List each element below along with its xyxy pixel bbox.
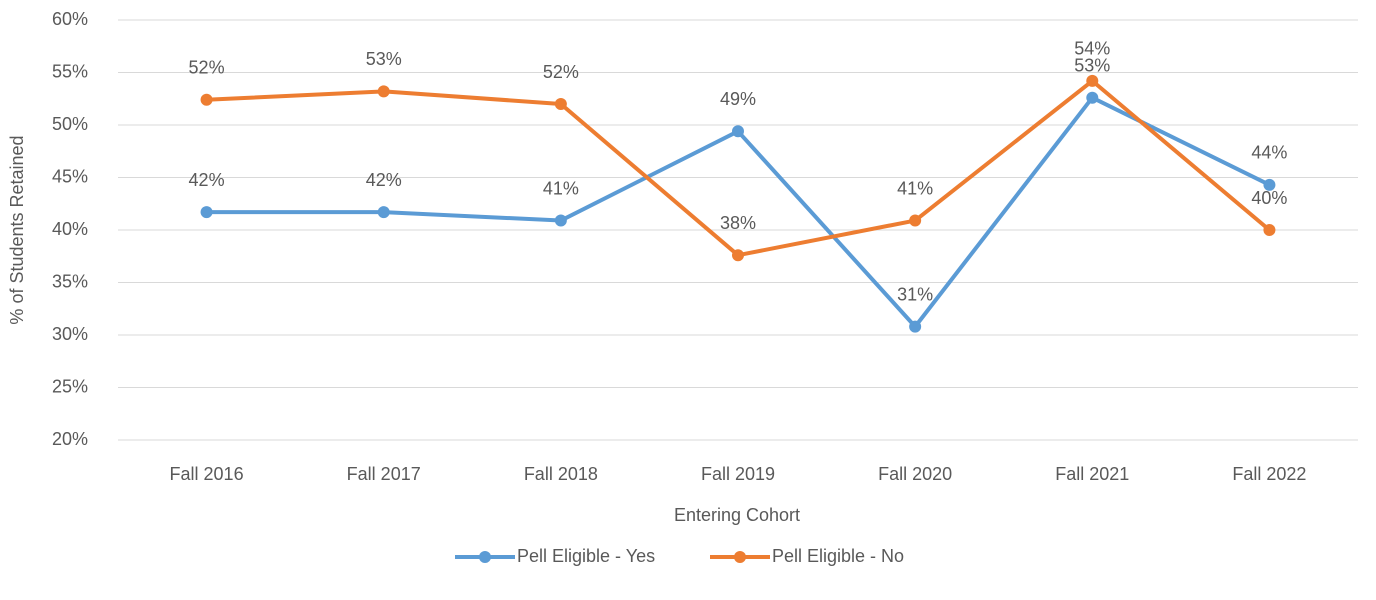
x-axis-label: Entering Cohort — [674, 505, 800, 525]
y-tick-label: 25% — [52, 376, 88, 396]
legend-label: Pell Eligible - No — [772, 546, 904, 566]
y-tick-label: 60% — [52, 9, 88, 29]
data-point — [200, 206, 213, 219]
data-label: 53% — [366, 49, 402, 69]
data-point — [732, 125, 744, 138]
data-point — [1086, 74, 1099, 87]
data-label: 41% — [897, 178, 933, 198]
y-tick-label: 40% — [52, 219, 88, 239]
data-point — [554, 98, 567, 110]
x-tick-label: Fall 2017 — [347, 464, 421, 484]
data-point — [1086, 91, 1099, 104]
data-label: 41% — [543, 178, 579, 198]
data-point — [377, 206, 390, 219]
x-tick-label: Fall 2021 — [1055, 464, 1129, 484]
x-tick-label: Fall 2020 — [878, 464, 952, 484]
y-axis-label: % of Students Retained — [7, 135, 27, 324]
y-tick-label: 55% — [52, 61, 88, 81]
legend-label: Pell Eligible - Yes — [517, 546, 655, 566]
y-tick-label: 45% — [52, 166, 88, 186]
data-point — [200, 93, 213, 106]
data-label: 44% — [1251, 143, 1287, 163]
data-label: 54% — [1074, 39, 1110, 59]
y-tick-label: 30% — [52, 324, 88, 344]
x-tick-label: Fall 2019 — [701, 464, 775, 484]
data-label: 38% — [720, 213, 756, 233]
data-label: 42% — [189, 170, 225, 190]
data-label: 49% — [720, 89, 756, 109]
data-point — [909, 214, 922, 227]
legend-marker — [479, 551, 491, 563]
data-point — [909, 320, 922, 333]
data-point — [1263, 178, 1276, 191]
data-point — [554, 214, 567, 227]
data-label: 53% — [1074, 55, 1110, 75]
x-tick-label: Fall 2018 — [524, 464, 598, 484]
data-label: 42% — [366, 170, 402, 190]
legend-marker — [734, 551, 746, 563]
data-label: 31% — [897, 284, 933, 304]
data-point — [1263, 224, 1276, 236]
y-tick-label: 20% — [52, 429, 88, 449]
data-label: 40% — [1251, 188, 1287, 208]
x-tick-label: Fall 2016 — [170, 464, 244, 484]
y-tick-label: 35% — [52, 271, 88, 291]
data-label: 52% — [189, 58, 225, 78]
y-tick-label: 50% — [52, 114, 88, 134]
data-point — [732, 249, 744, 262]
data-point — [377, 85, 390, 98]
data-label: 52% — [543, 62, 579, 82]
x-tick-label: Fall 2022 — [1232, 464, 1306, 484]
